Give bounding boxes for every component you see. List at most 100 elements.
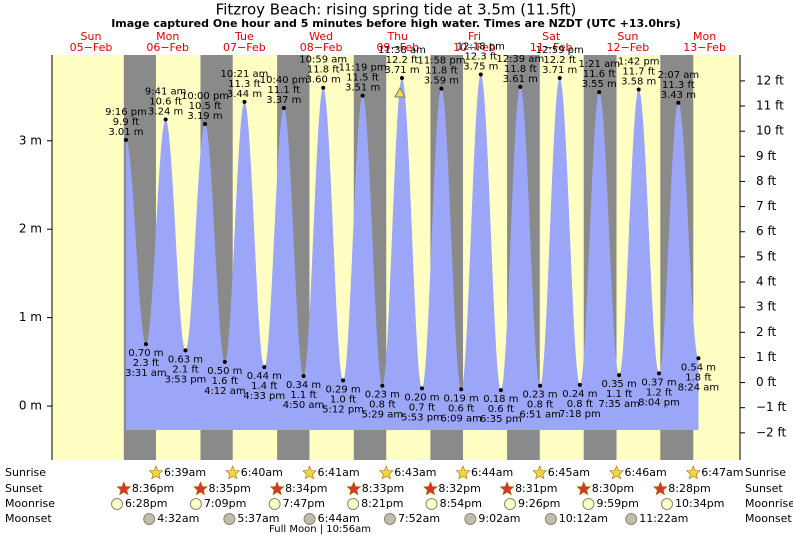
tide-label: 0.6 ft	[448, 403, 474, 414]
tide-label: 0.6 ft	[488, 404, 514, 415]
tide-point	[380, 383, 385, 388]
row-time: 10:12am	[559, 512, 608, 525]
y2-tick-label: 4 ft	[756, 275, 776, 289]
sun-icon	[652, 481, 668, 496]
water-area	[125, 74, 699, 430]
day-date: 05−Feb	[70, 41, 113, 54]
tide-label: 0.19 m	[444, 393, 479, 404]
day-name: Mon	[156, 30, 179, 43]
tide-label: 9:41 am	[145, 87, 187, 98]
tide-label: 0.24 m	[562, 389, 597, 400]
tide-point	[498, 388, 503, 393]
day-name: Sat	[542, 30, 561, 43]
tide-label: 10:00 pm	[181, 91, 229, 102]
tide-label: 3.59 m	[424, 76, 459, 87]
row-time: 6:41am	[317, 466, 359, 479]
row-time: 8:33pm	[362, 482, 404, 495]
tide-label: 11.8 ft	[307, 65, 340, 76]
tide-label: 5:53 pm	[401, 412, 443, 423]
row-time: 5:37am	[237, 512, 279, 525]
y2-tick-label: 11 ft	[756, 99, 784, 113]
row-time: 8:31pm	[515, 482, 557, 495]
tide-label: 3.75 m	[463, 61, 498, 72]
tide-point	[399, 75, 404, 80]
tide-label: 0.44 m	[247, 371, 282, 382]
tide-point	[439, 86, 444, 91]
sun-icon	[116, 481, 132, 496]
tide-label: 11:58 pm	[417, 56, 465, 67]
tide-label: 0.50 m	[207, 366, 242, 377]
tide-label: 11.1 ft	[267, 85, 300, 96]
y2-tick-label: 9 ft	[756, 149, 776, 163]
tide-label: 3:31 am	[125, 368, 167, 379]
tide-point	[557, 75, 562, 80]
sun-icon	[225, 465, 241, 480]
row-time: 6:46am	[625, 466, 667, 479]
sun-icon	[423, 481, 438, 496]
tide-label: 0.20 m	[404, 392, 439, 403]
row-label-right: Sunrise	[745, 466, 786, 479]
sun-icon	[193, 481, 208, 496]
tide-label: 0.7 ft	[409, 402, 435, 413]
tide-label: 0.8 ft	[369, 400, 395, 411]
y2-tick-label: 8 ft	[756, 174, 776, 188]
row-time: 7:09pm	[204, 497, 246, 510]
tide-point	[636, 87, 641, 92]
tide-point	[262, 365, 267, 370]
row-time: 6:28pm	[125, 497, 167, 510]
tide-point	[478, 72, 483, 77]
tide-label: 0.18 m	[483, 394, 518, 405]
tide-label: 3:53 pm	[165, 374, 207, 385]
row-time: 9:02am	[478, 512, 520, 525]
tide-label: 3.60 m	[306, 75, 341, 86]
tide-point	[597, 90, 602, 95]
tide-label: 12:39 am	[496, 54, 544, 65]
tide-point	[143, 342, 148, 347]
sun-icon	[685, 465, 701, 480]
tide-label: 9:16 pm	[105, 107, 147, 118]
y2-tick-label: 10 ft	[756, 124, 784, 138]
sun-icon	[532, 465, 548, 480]
y-tick-label: 2 m	[19, 222, 42, 236]
tide-point	[657, 371, 662, 376]
row-label-right: Moonset	[745, 512, 792, 525]
tide-label: 1.1 ft	[606, 389, 632, 400]
row-time: 6:44am	[471, 466, 513, 479]
tide-label: 3.71 m	[384, 65, 419, 76]
tide-label: 10:59 am	[299, 55, 347, 66]
moon-icon	[625, 513, 638, 525]
tide-label: 2.1 ft	[172, 364, 198, 375]
tide-label: 11.5 ft	[346, 73, 379, 84]
tide-point	[163, 117, 168, 122]
tide-label: 3.37 m	[266, 95, 301, 106]
tide-label: 2.3 ft	[133, 358, 159, 369]
row-time: 7:47pm	[283, 497, 325, 510]
row-time: 6:39am	[164, 466, 206, 479]
y2-tick-label: 5 ft	[756, 249, 776, 263]
day-date: 11−Feb	[530, 41, 573, 54]
tide-label: 0.63 m	[168, 354, 203, 365]
tide-label: 10.6 ft	[149, 97, 182, 108]
tide-label: 1.2 ft	[646, 387, 672, 398]
tide-label: 3.43 m	[661, 90, 696, 101]
tide-point	[183, 348, 188, 353]
tide-label: 12.3 ft	[464, 51, 497, 62]
tide-label: 10:40 pm	[260, 75, 308, 86]
row-time: 6:44am	[318, 512, 360, 525]
y2-tick-label: −1 ft	[756, 400, 787, 414]
moon-icon	[503, 498, 516, 510]
row-time: 8:21pm	[361, 497, 403, 510]
row-time: 8:35pm	[208, 482, 250, 495]
tide-label: 0.8 ft	[567, 399, 593, 410]
tide-label: 4:33 pm	[243, 391, 285, 402]
moon-icon	[143, 513, 156, 525]
tide-label: 5:29 am	[362, 410, 404, 421]
moon-icon	[582, 498, 595, 510]
day-name: Sun	[617, 30, 638, 43]
y2-tick-label: 12 ft	[756, 73, 784, 87]
y2-tick-label: 7 ft	[756, 199, 776, 213]
tide-label: 12:18 pm	[457, 41, 505, 52]
row-label: Moonset	[5, 512, 52, 525]
row-time: 9:59pm	[596, 497, 638, 510]
